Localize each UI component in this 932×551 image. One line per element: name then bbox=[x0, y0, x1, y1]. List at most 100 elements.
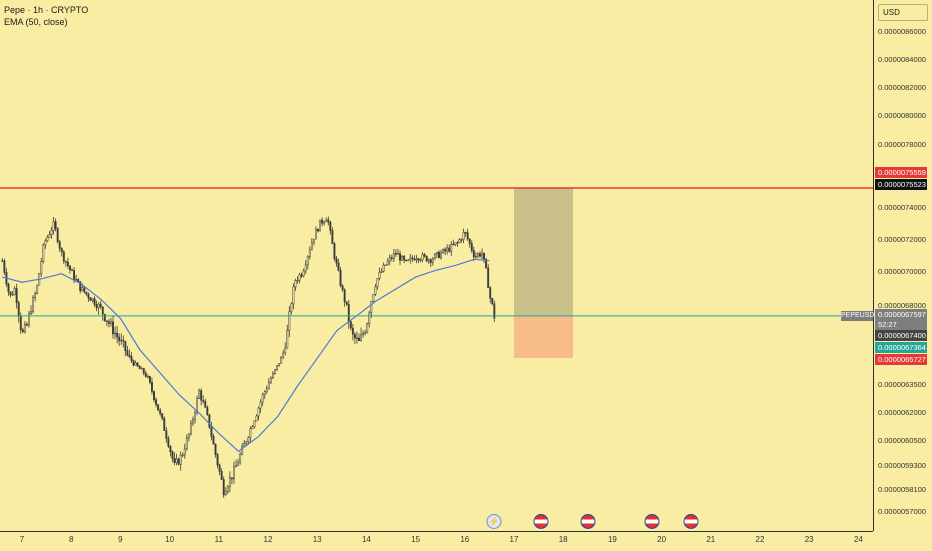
candle-body bbox=[292, 286, 295, 305]
candle-body bbox=[44, 240, 47, 246]
candle-body bbox=[241, 445, 244, 455]
candle-body bbox=[269, 377, 272, 383]
candle-body bbox=[73, 270, 76, 280]
price-tick-label: 0.0000084000 bbox=[878, 55, 926, 64]
candle-body bbox=[140, 368, 143, 370]
candle-body bbox=[175, 458, 178, 463]
price-tick-label: 0.0000082000 bbox=[878, 83, 926, 92]
candle-body bbox=[148, 376, 151, 383]
candle-body bbox=[118, 336, 121, 342]
candle-body bbox=[421, 254, 424, 261]
candle-body bbox=[194, 412, 196, 420]
candle-body bbox=[358, 337, 360, 341]
candle-body bbox=[17, 302, 20, 316]
price-tick-label: 0.0000072000 bbox=[878, 235, 926, 244]
candle-body bbox=[87, 293, 90, 299]
candle-body bbox=[222, 479, 225, 496]
candle-body bbox=[1, 260, 4, 262]
candle-body bbox=[454, 242, 457, 245]
candle-body bbox=[34, 293, 37, 298]
candle-body bbox=[448, 247, 451, 252]
time-tick-label: 16 bbox=[460, 535, 470, 544]
price-axis[interactable] bbox=[873, 0, 932, 531]
us-flag-icon[interactable] bbox=[644, 514, 660, 529]
candle-body bbox=[187, 433, 190, 439]
time-tick-label: 14 bbox=[361, 535, 371, 544]
candle-body bbox=[423, 254, 426, 257]
candle-body bbox=[132, 360, 135, 366]
candle-body bbox=[399, 253, 401, 261]
candle-body bbox=[319, 219, 322, 232]
candle-body bbox=[161, 413, 164, 419]
candle-body bbox=[64, 260, 67, 263]
candle-body bbox=[19, 315, 22, 331]
candle-body bbox=[485, 258, 488, 269]
candle-body bbox=[91, 298, 94, 301]
candle-body bbox=[442, 249, 445, 254]
candle-body bbox=[302, 270, 305, 277]
candle-body bbox=[474, 255, 477, 258]
candle-body bbox=[146, 376, 149, 378]
candle-body bbox=[253, 420, 256, 428]
time-axis[interactable] bbox=[0, 531, 873, 551]
candle-body bbox=[183, 448, 186, 456]
target-zone[interactable] bbox=[514, 187, 574, 316]
lightning-icon[interactable]: ⚡ bbox=[486, 514, 502, 529]
candle-body bbox=[347, 304, 350, 322]
candle-body bbox=[325, 219, 328, 223]
candle-body bbox=[136, 362, 139, 367]
candle-body bbox=[288, 311, 291, 331]
candle-body bbox=[394, 253, 397, 255]
price-tick-label: 0.0000078000 bbox=[878, 140, 926, 149]
stop-zone[interactable] bbox=[514, 315, 574, 359]
candle-body bbox=[85, 291, 88, 295]
candle-body bbox=[413, 258, 416, 261]
candle-body bbox=[349, 321, 352, 329]
candle-body bbox=[79, 281, 82, 292]
candle-body bbox=[196, 398, 199, 413]
candle-body bbox=[249, 428, 252, 438]
candle-body bbox=[429, 259, 432, 263]
candle-body bbox=[298, 274, 301, 281]
time-tick-label: 17 bbox=[509, 535, 519, 544]
candle-body bbox=[36, 284, 39, 294]
candle-body bbox=[9, 291, 12, 296]
currency-selector[interactable]: USD bbox=[878, 4, 928, 21]
candle-body bbox=[7, 283, 10, 293]
price-tick-label: 0.0000057000 bbox=[878, 507, 926, 516]
us-flag-icon[interactable] bbox=[580, 514, 596, 529]
candle-body bbox=[42, 244, 45, 262]
candle-body bbox=[110, 321, 112, 324]
candle-body bbox=[173, 458, 176, 463]
time-tick-label: 10 bbox=[165, 535, 175, 544]
candle-body bbox=[214, 443, 217, 455]
candle-body bbox=[278, 363, 281, 366]
candle-body bbox=[81, 287, 84, 292]
candle-body bbox=[112, 321, 114, 335]
candle-body bbox=[13, 288, 16, 295]
candle-body bbox=[206, 407, 209, 415]
candle-body bbox=[380, 271, 383, 273]
candle-body bbox=[276, 365, 278, 370]
candle-body bbox=[271, 373, 274, 379]
candle-body bbox=[337, 262, 340, 271]
candle-body bbox=[378, 271, 381, 279]
candle-body bbox=[144, 372, 147, 377]
candle-body bbox=[105, 320, 108, 322]
candle-body bbox=[308, 249, 311, 257]
candle-body bbox=[284, 347, 287, 354]
candle-body bbox=[425, 255, 428, 262]
us-flag-icon[interactable] bbox=[533, 514, 549, 529]
candle-body bbox=[323, 221, 326, 224]
candle-body bbox=[362, 333, 365, 336]
indicator-label: EMA (50, close) bbox=[4, 17, 68, 27]
candle-body bbox=[243, 443, 246, 447]
price-tick-label: 0.0000063500 bbox=[878, 380, 926, 389]
candle-body bbox=[466, 232, 469, 240]
us-flag-icon[interactable] bbox=[683, 514, 699, 529]
candle-body bbox=[438, 251, 440, 258]
candle-body bbox=[464, 232, 467, 234]
chart-area[interactable] bbox=[0, 0, 873, 531]
candle-body bbox=[93, 298, 96, 305]
candle-body bbox=[235, 465, 237, 468]
